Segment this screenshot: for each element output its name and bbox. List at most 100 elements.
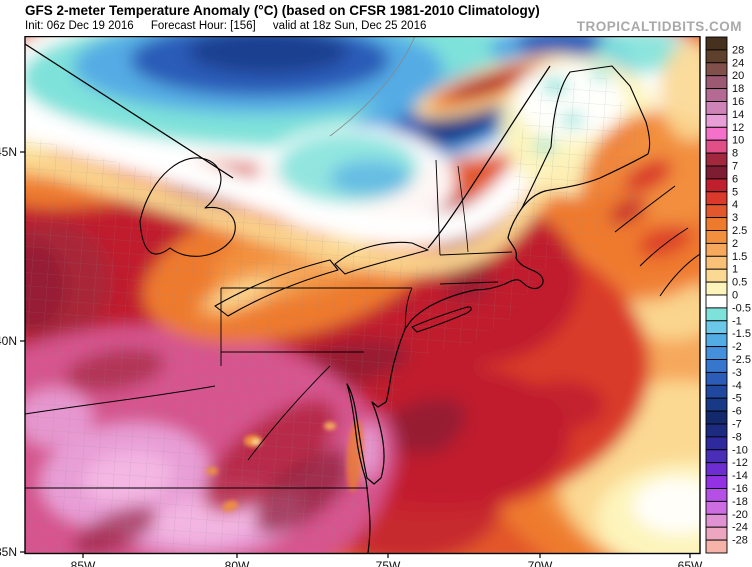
geography-outline: [25, 43, 234, 179]
x-axis-tick-label: 85W: [71, 559, 96, 567]
colorbar-value-label: 7: [732, 161, 738, 173]
geography-outline: [346, 153, 649, 553]
colorbar-cell: [705, 449, 728, 464]
colorbar-cell: [705, 126, 728, 141]
colorbar-value-label: -7: [732, 419, 742, 431]
colorbar-cell: [705, 436, 728, 451]
colorbar-cell: [705, 281, 728, 296]
anomaly-field-shape: [453, 78, 507, 98]
tropicaltidbits-watermark: TROPICALTIDBITS.COM: [576, 19, 742, 34]
forecast-hour: Forecast Hour: [156]: [150, 20, 256, 32]
x-axis-tick-label: 80W: [225, 559, 250, 567]
anomaly-field-shape: [517, 36, 607, 60]
colorbar-cell: [705, 307, 728, 322]
colorbar-cell: [705, 333, 728, 348]
geography-outline: [435, 159, 441, 256]
colorbar-cell: [705, 217, 728, 231]
colorbar-value-label: 0.5: [732, 277, 747, 289]
x-axis-tick-label: 65W: [678, 559, 703, 567]
geography-outline: [427, 65, 551, 249]
colorbar-cell: [705, 165, 728, 180]
anomaly-field-shape: [419, 105, 497, 143]
colorbar-value-label: 12: [732, 122, 744, 134]
anomaly-field-shape: [638, 225, 692, 257]
geography-outline: [247, 365, 331, 461]
geography-outline: [457, 165, 469, 253]
geography-outline: [439, 281, 499, 285]
colorbar-value-label: 18: [732, 83, 744, 95]
colorbar-value-label: 8: [732, 148, 738, 160]
map-frame: [24, 36, 701, 555]
colorbar-cell: [705, 191, 728, 206]
x-axis-tick-label: 70W: [528, 559, 553, 567]
map-title: GFS 2-meter Temperature Anomaly (°C) (ba…: [25, 3, 540, 18]
colorbar-cell: [705, 62, 728, 77]
anomaly-field-shape: [660, 41, 700, 141]
geography-outline: [334, 241, 429, 275]
colorbar-value-label: 16: [732, 96, 744, 108]
colorbar-cell: [705, 513, 728, 528]
colorbar-cell: [705, 49, 728, 64]
colorbar-cell: [705, 255, 728, 270]
anomaly-map-figure: 85W80W75W70W65W45N40N35N 282420181614121…: [0, 36, 751, 567]
anomaly-field-shape: [330, 160, 410, 196]
geography-outline: [659, 253, 700, 297]
colorbar-cell: [705, 204, 728, 219]
map-canvas: [25, 36, 700, 553]
colorbar-cell: [705, 423, 728, 438]
colorbar-cell: [705, 230, 728, 244]
geography-outline: [639, 227, 689, 267]
anomaly-field-shape: [521, 381, 605, 429]
colorbar-value-label: 20: [732, 70, 744, 82]
colorbar-value-label: -24: [732, 522, 748, 534]
colorbar-value-label: 3: [732, 212, 738, 224]
x-axis-tick-label: 75W: [376, 559, 401, 567]
colorbar-cell: [705, 139, 728, 154]
colorbar-cell: [705, 294, 728, 309]
geography-outline: [25, 385, 216, 415]
colorbar-value-label: -2.5: [732, 354, 751, 366]
colorbar-cell: [705, 88, 728, 102]
geography-outline: [139, 157, 236, 257]
colorbar-value-label: 0: [732, 290, 738, 302]
anomaly-field-shape: [633, 478, 700, 534]
geography-outline: [439, 251, 513, 256]
anomaly-field-shape: [188, 36, 348, 74]
colorbar-cell: [705, 36, 728, 51]
colorbar-value-label: -1.5: [732, 328, 751, 340]
colorbar-value-label: -14: [732, 470, 748, 482]
colorbar-value-label: -16: [732, 483, 748, 495]
colorbar-value-label: -18: [732, 496, 748, 508]
colorbar-cell: [705, 397, 728, 412]
colorbar-value-label: -6: [732, 406, 742, 418]
colorbar-value-label: 1: [732, 264, 738, 276]
colorbar-value-label: 28: [732, 44, 744, 56]
colorbar-cell: [705, 101, 728, 115]
colorbar-value-label: 14: [732, 109, 744, 121]
colorbar-value-label: -12: [732, 457, 748, 469]
colorbar-cell: [705, 500, 728, 515]
colorbar-value-label: -2: [732, 341, 742, 353]
colorbar-value-label: 2: [732, 238, 738, 250]
colorbar-value-label: -5: [732, 393, 742, 405]
county-lines-texture: [25, 76, 640, 553]
geography-outline: [521, 65, 651, 209]
colorbar-value-label: -1: [732, 315, 742, 327]
colorbar-cell: [705, 539, 728, 554]
y-axis-tick-label: 35N: [0, 545, 17, 559]
map-subtitle: Init: 06z Dec 19 2016 Forecast Hour: [15…: [25, 20, 440, 32]
colorbar-value-label: 10: [732, 135, 744, 147]
colorbar-cell: [705, 526, 728, 541]
colorbar-value-label: -4: [732, 380, 742, 392]
colorbar-cell: [705, 475, 728, 489]
colorbar-cell: [705, 371, 728, 386]
colorbar-cell: [705, 113, 728, 128]
colorbar-cell: [705, 75, 728, 90]
colorbar-value-label: -20: [732, 509, 748, 521]
valid-time: valid at 18z Sun, Dec 25 2016: [272, 20, 427, 32]
geography-outline: [411, 306, 472, 333]
colorbar-value-label: 1.5: [732, 251, 747, 263]
colorbar-value-label: -0.5: [732, 302, 751, 314]
colorbar-value-label: 5: [732, 186, 738, 198]
colorbar-value-label: -8: [732, 431, 742, 443]
